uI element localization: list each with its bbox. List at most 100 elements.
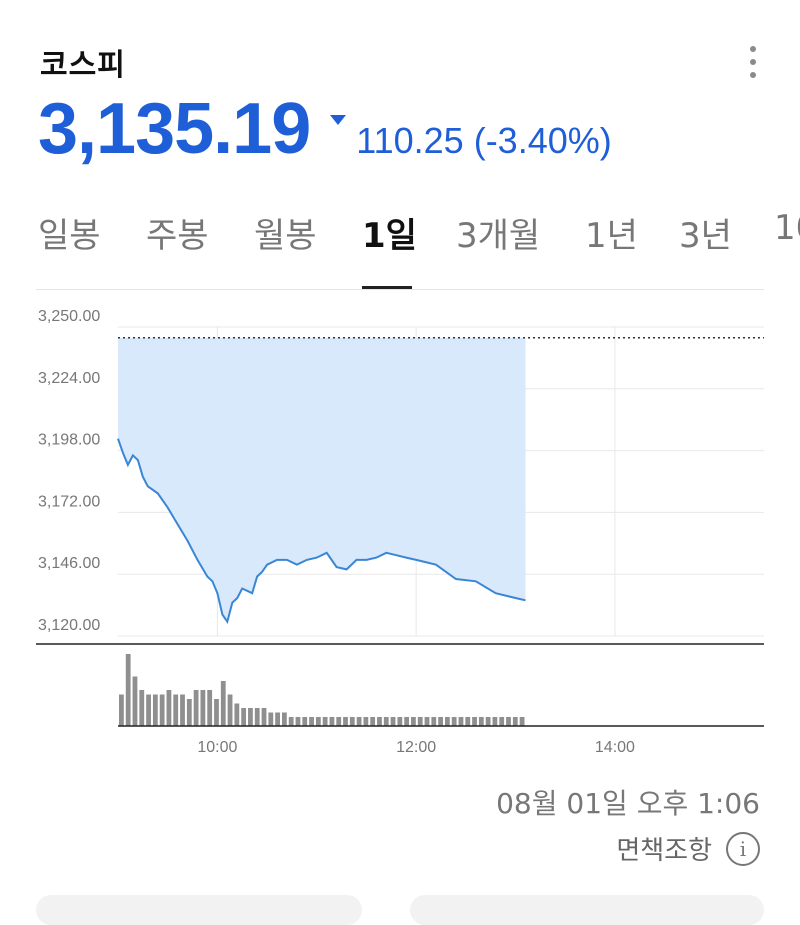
volume-bar <box>322 717 328 726</box>
volume-bar <box>458 717 464 726</box>
intraday-chart[interactable]: 3,250.00 3,224.00 3,198.00 3,172.00 3,146.00… <box>0 300 800 770</box>
volume-bar <box>248 708 253 726</box>
tab-1year[interactable]: 1년 <box>585 216 638 256</box>
volume-bar <box>390 717 396 726</box>
bottom-card[interactable] <box>36 895 362 925</box>
x-tick-label: 12:00 <box>396 739 436 756</box>
volume-bar <box>309 717 314 726</box>
volume-bar <box>254 708 260 726</box>
chart-line-series <box>117 438 526 625</box>
info-icon[interactable]: i <box>726 831 760 866</box>
tabs-divider <box>36 289 764 290</box>
volume-bar <box>180 694 185 726</box>
disclaimer-link[interactable]: 면책조항 i <box>616 830 760 867</box>
volume-bar <box>241 708 247 726</box>
tab-monthly[interactable]: 월봉 <box>254 216 317 256</box>
x-axis-ticks: 10:00 12:00 14:00 <box>197 739 635 756</box>
chart-area-fill <box>118 337 526 622</box>
volume-bar <box>451 717 457 726</box>
volume-bar <box>370 717 376 726</box>
volume-bar <box>444 717 450 726</box>
y-tick-label: 3,250.00 <box>38 308 100 325</box>
volume-bar <box>424 717 430 726</box>
volume-bar <box>397 717 403 726</box>
chart-line <box>117 438 526 625</box>
volume-bar <box>227 694 233 726</box>
volume-bar <box>336 717 342 726</box>
tab-weekly[interactable]: 주봉 <box>146 216 209 256</box>
volume-bar <box>417 717 423 726</box>
volume-bars <box>118 654 764 727</box>
tab-3months[interactable]: 3개월 <box>456 216 541 256</box>
volume-bar <box>173 694 179 726</box>
volume-bar <box>343 717 348 726</box>
volume-bar <box>512 717 518 726</box>
volume-bar <box>159 694 165 726</box>
volume-bar <box>349 717 355 726</box>
tab-daily[interactable]: 일봉 <box>38 216 101 256</box>
tab-10years[interactable]: 10 <box>774 208 800 248</box>
volume-bar <box>478 717 484 726</box>
volume-bar <box>193 690 199 726</box>
volume-bar <box>485 717 491 726</box>
volume-bar <box>411 717 416 726</box>
y-tick-label: 3,172.00 <box>38 493 100 510</box>
volume-bar <box>200 690 206 726</box>
volume-bar <box>186 699 192 726</box>
volume-bar <box>281 712 287 726</box>
volume-bar <box>125 654 131 726</box>
volume-bar <box>139 690 145 726</box>
volume-bar <box>261 708 267 726</box>
tab-3years[interactable]: 3년 <box>679 216 732 256</box>
volume-bar <box>302 717 308 726</box>
volume-bar <box>275 712 280 726</box>
update-timestamp: 08월 01일 오후 1:06 <box>496 787 760 820</box>
volume-bar <box>377 717 382 726</box>
y-tick-label: 3,120.00 <box>38 617 100 634</box>
y-tick-label: 3,224.00 <box>38 370 100 387</box>
volume-bar <box>295 717 301 726</box>
volume-bar <box>363 717 369 726</box>
volume-bar <box>119 694 124 726</box>
volume-bar <box>465 717 471 726</box>
volume-bar <box>356 717 362 726</box>
volume-bar <box>438 717 443 726</box>
index-title: 코스피 <box>40 48 126 83</box>
volume-bar <box>519 717 525 726</box>
volume-bar <box>315 717 321 726</box>
volume-bar <box>214 699 219 726</box>
current-price: 3,135.19 <box>38 89 311 169</box>
down-triangle-icon <box>330 115 347 125</box>
volume-bar <box>220 681 226 726</box>
volume-bar <box>431 717 437 726</box>
volume-bar <box>132 676 138 726</box>
volume-bar <box>268 712 274 726</box>
y-tick-label: 3,198.00 <box>38 432 100 449</box>
volume-bar <box>234 703 240 726</box>
volume-bar <box>492 717 498 726</box>
volume-bar <box>288 717 294 726</box>
price-change: 110.25 (-3.40%) <box>356 120 612 161</box>
y-axis-ticks: 3,250.00 3,224.00 3,198.00 3,172.00 3,146.00… <box>38 308 100 634</box>
volume-bar <box>383 717 389 726</box>
volume-bar <box>152 694 158 726</box>
volume-bar <box>166 690 172 726</box>
volume-bar <box>207 690 213 726</box>
y-tick-label: 3,146.00 <box>38 555 100 572</box>
disclaimer-label: 면책조항 <box>616 836 712 866</box>
volume-bar <box>146 694 151 726</box>
chart-area <box>118 337 526 622</box>
volume-bar <box>404 717 410 726</box>
active-tab-indicator <box>362 286 412 289</box>
more-vertical-icon[interactable] <box>740 44 764 80</box>
period-tabs: 일봉 주봉 월봉 1일 3개월 1년 3년 10 <box>0 208 800 288</box>
tab-1day[interactable]: 1일 <box>362 216 417 256</box>
x-tick-label: 14:00 <box>595 739 635 756</box>
volume-bar <box>472 717 477 726</box>
x-tick-label: 10:00 <box>197 739 237 756</box>
volume-bar <box>506 717 511 726</box>
volume-bar <box>499 717 505 726</box>
volume-bar <box>329 717 335 726</box>
quote-row: 3,135.19 110.25 (-3.40%) <box>38 88 612 169</box>
bottom-card[interactable] <box>410 895 764 925</box>
